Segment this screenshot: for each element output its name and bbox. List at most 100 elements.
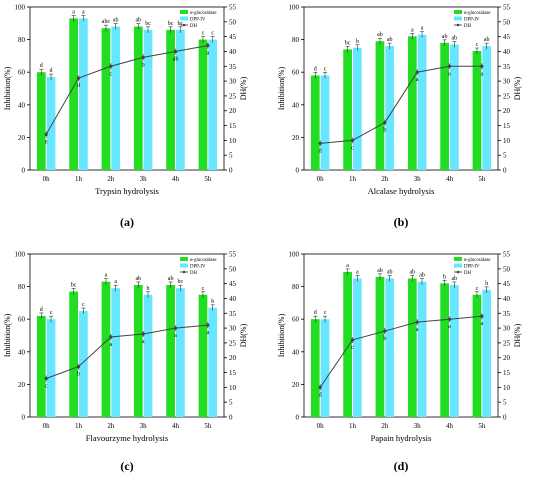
dh-point	[383, 120, 387, 125]
x-tick-label: 1h	[75, 175, 83, 183]
y2-tick-label: 30	[229, 325, 237, 333]
y2-tick-label: 15	[503, 122, 511, 130]
y2-tick-label: 30	[229, 78, 237, 86]
y2-tick-label: 35	[503, 310, 511, 318]
legend-label: DPP-IV	[190, 265, 206, 270]
x-tick-label: 3h	[140, 175, 148, 183]
x-tick-label: 4h	[172, 175, 180, 183]
dh-line	[45, 324, 208, 379]
bar	[101, 28, 111, 170]
dh-point	[318, 141, 322, 145]
significance-letter: a	[72, 9, 75, 15]
dh-letter: d	[319, 148, 322, 154]
dh-point	[141, 332, 145, 336]
x-axis-title: Papain hydrolysis	[371, 433, 432, 443]
dh-letter: d	[77, 83, 80, 89]
legend-label: DH	[464, 24, 471, 29]
bar	[310, 319, 320, 417]
y2-tick-label: 0	[503, 414, 507, 422]
legend-marker	[456, 23, 460, 27]
dh-point	[415, 320, 419, 324]
y2-tick-label: 15	[229, 122, 237, 130]
dh-letter: a	[448, 324, 451, 330]
y-tick-label: 80	[18, 36, 26, 44]
bar	[111, 288, 121, 417]
x-axis-title: Trypsin hydrolysis	[95, 186, 159, 196]
dh-letter: c	[351, 145, 354, 151]
significance-letter: bc	[178, 279, 184, 285]
bar	[343, 271, 352, 417]
dh-letter: a	[109, 342, 112, 348]
x-tick-label: 3h	[140, 422, 148, 430]
dh-letter: b	[142, 62, 145, 68]
y-tick-label: 20	[18, 134, 26, 142]
significance-letter: ab	[387, 269, 393, 275]
bar	[69, 18, 78, 170]
legend-label: DH	[464, 271, 471, 276]
y2-tick-label: 50	[229, 18, 237, 26]
dh-point	[76, 76, 81, 80]
dh-point	[173, 326, 178, 330]
bar	[79, 18, 88, 170]
dh-letter: a	[206, 330, 209, 336]
bar	[143, 29, 153, 170]
significance-letter: c	[324, 310, 327, 316]
dh-point	[415, 70, 419, 74]
dh-point	[447, 317, 452, 321]
x-tick-label: 4h	[172, 422, 180, 430]
y2-tick-label: 55	[229, 251, 237, 259]
bar	[69, 291, 78, 417]
y2-tick-label: 10	[503, 384, 511, 392]
y-tick-label: 40	[18, 101, 26, 109]
bar	[176, 288, 185, 417]
x-tick-label: 0h	[43, 422, 51, 430]
y-tick-label: 100	[15, 251, 26, 259]
bar	[310, 75, 320, 170]
y2-tick-label: 10	[229, 384, 237, 392]
bar	[320, 75, 330, 170]
dh-letter: a	[142, 339, 145, 345]
bar	[46, 77, 56, 170]
legend-swatch	[180, 10, 188, 14]
dh-point	[350, 338, 355, 342]
y2-tick-label: 5	[229, 399, 233, 407]
x-axis-title: Alcalase hydrolysis	[368, 186, 435, 196]
bar	[375, 41, 385, 171]
y-tick-label: 100	[289, 4, 300, 12]
legend-label: DPP-IV	[464, 265, 480, 270]
dh-point	[318, 385, 322, 389]
y2-tick-label: 15	[229, 369, 237, 377]
dh-point	[206, 323, 210, 327]
significance-letter: c	[82, 302, 85, 308]
y2-tick-label: 10	[229, 137, 237, 145]
significance-letter: a	[421, 26, 424, 32]
bar	[36, 315, 46, 417]
dh-letter: b	[383, 336, 386, 342]
dh-letter: a	[448, 71, 451, 77]
significance-letter: b	[147, 286, 150, 292]
dh-point	[350, 138, 355, 142]
significance-letter: a	[82, 9, 85, 15]
x-tick-label: 5h	[478, 422, 486, 430]
y2-tick-label: 35	[503, 63, 511, 71]
y2-tick-label: 25	[503, 92, 511, 100]
y-tick-label: 40	[292, 348, 300, 356]
dh-letter: d	[319, 392, 322, 398]
legend-label: DPP-IV	[464, 18, 480, 23]
x-tick-label: 0h	[317, 422, 325, 430]
dh-point	[109, 335, 113, 339]
y-axis-title: Inhibition(%)	[277, 313, 286, 357]
significance-letter: b	[211, 299, 214, 305]
y2-tick-label: 45	[503, 33, 511, 41]
y-tick-label: 20	[292, 381, 300, 389]
x-tick-label: 3h	[414, 422, 422, 430]
plot-frame	[29, 253, 225, 418]
dh-letter: e	[45, 139, 48, 145]
y2-tick-label: 20	[229, 354, 237, 362]
dh-point	[173, 49, 178, 54]
significance-letter: c	[211, 31, 214, 37]
bar	[472, 51, 482, 171]
bar	[450, 44, 459, 170]
dh-letter: b	[383, 128, 386, 134]
y-tick-label: 60	[292, 69, 300, 77]
